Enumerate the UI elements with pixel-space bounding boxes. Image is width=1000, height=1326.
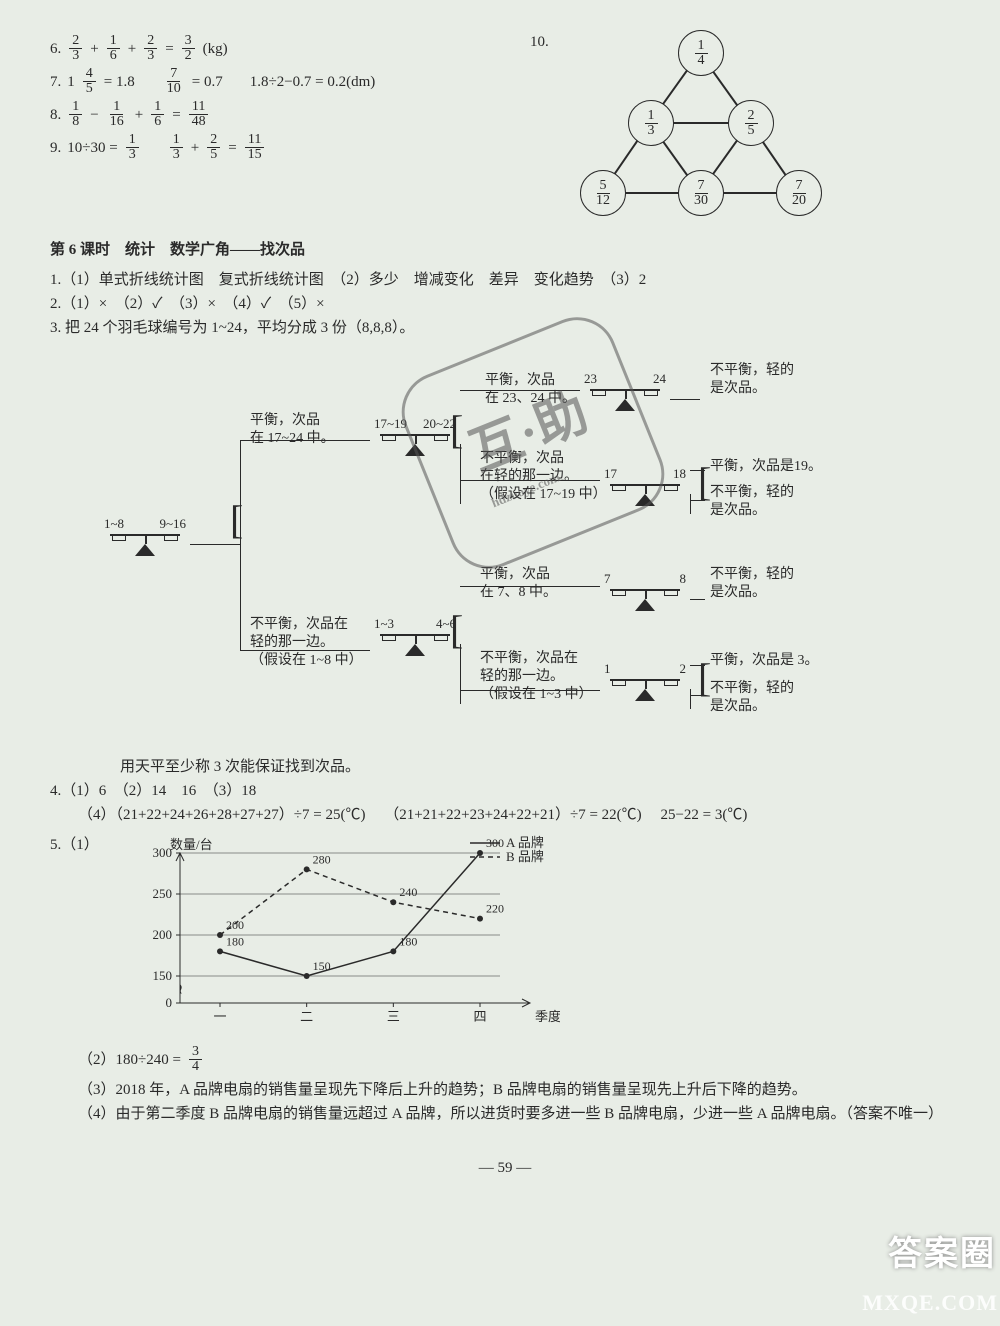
svg-text:280: 280 <box>313 852 331 866</box>
bracket-icon: [ <box>450 410 463 450</box>
flow-text: 不平衡，轻的是次品。 <box>710 680 794 716</box>
triangle-column: 10. 1413 25 512 730 720 <box>520 30 960 220</box>
balance-scale: 1~89~16 <box>110 530 180 556</box>
q5-p3: （3）2018 年，A 品牌电扇的销售量呈现先下降后上升的趋势；B 品牌电扇的销… <box>78 1078 960 1102</box>
flow-text: 平衡，次品是19。 <box>710 458 822 476</box>
bracket-icon: [ <box>698 658 711 698</box>
svg-text:四: 四 <box>473 1009 486 1024</box>
line-chart: 0150200250300≀数量/台一二三四季度1801501803002002… <box>120 833 560 1041</box>
tri-node-ml: 13 <box>628 100 674 146</box>
eq6-unit: (kg) <box>203 37 228 61</box>
bracket-icon: [ <box>450 610 463 650</box>
balance-scale: 1718 <box>610 480 680 506</box>
svg-text:季度: 季度 <box>535 1009 560 1024</box>
eq-6: 6. 23 + 16 + 23 = 32 (kg) <box>50 34 490 63</box>
flow-text: 不平衡，次品在轻的那一边。（假设在 17~19 中） <box>480 450 607 505</box>
flow-line <box>690 494 691 514</box>
svg-text:三: 三 <box>387 1009 400 1024</box>
balance-scale: 2324 <box>590 385 660 411</box>
svg-text:数量/台: 数量/台 <box>170 837 213 852</box>
svg-text:250: 250 <box>153 886 173 901</box>
flow-line <box>460 480 600 481</box>
tri-node-br: 720 <box>776 170 822 216</box>
flow-text: 平衡，次品在 17~24 中。 <box>250 412 335 448</box>
page-footer: — 59 — <box>50 1156 960 1180</box>
svg-text:A 品牌: A 品牌 <box>506 835 544 850</box>
tri-node-top: 14 <box>678 30 724 76</box>
bracket-icon: [ <box>698 462 711 502</box>
section6-q1: 1.（1）单式折线统计图 复式折线统计图 （2）多少 增减变化 差异 变化趋势 … <box>50 268 960 292</box>
flow-line <box>460 644 461 704</box>
balance-scale: 17~1920~22 <box>380 430 450 456</box>
flow-text: 不平衡，轻的是次品。 <box>710 566 794 602</box>
svg-text:180: 180 <box>226 934 244 948</box>
svg-text:≀: ≀ <box>178 983 183 998</box>
triangle-diagram: 1413 25 512 730 720 <box>580 30 820 220</box>
tri-node-mr: 25 <box>728 100 774 146</box>
tri-node-bm: 730 <box>678 170 724 216</box>
q4-line1: 4.（1）6 （2）14 16 （3）18 <box>50 779 960 803</box>
eq-8: 8. 18 − 116 + 16 = 1148 <box>50 100 490 129</box>
flow-line <box>460 690 600 691</box>
flow-line <box>240 650 370 651</box>
flow-text: 不平衡，次品在轻的那一边。（假设在 1~8 中） <box>250 616 363 671</box>
flow-line <box>670 399 700 400</box>
flow-line <box>460 444 461 504</box>
eq-7: 7. 1 45 = 1.8 710 = 0.7 1.8÷2−0.7 = 0.2(… <box>50 67 490 96</box>
q5-chart-block: 5.（1） 0150200250300≀数量/台一二三四季度1801501803… <box>50 833 960 1041</box>
q5-p4: （4）由于第二季度 B 品牌电扇的销售量远超过 A 品牌，所以进货时要多进一些 … <box>78 1102 960 1126</box>
equations-column: 6. 23 + 16 + 23 = 32 (kg) 7. 1 45 = 1.8 … <box>50 30 490 220</box>
chart-svg: 0150200250300≀数量/台一二三四季度1801501803002002… <box>120 833 560 1033</box>
section6-q3: 3. 把 24 个羽毛球编号为 1~24，平均分成 3 份（8,8,8）。 <box>50 316 960 340</box>
balance-scale: 1~34~6 <box>380 630 450 656</box>
flow-text: 不平衡，轻的是次品。 <box>710 484 794 520</box>
eq-9: 9. 10÷30 = 13 13 + 25 = 1115 <box>50 133 490 162</box>
svg-text:0: 0 <box>166 995 173 1010</box>
svg-text:B 品牌: B 品牌 <box>506 849 544 864</box>
flow-text: 不平衡，轻的是次品。 <box>710 362 794 398</box>
flow-text: 平衡，次品在 7、8 中。 <box>480 566 557 602</box>
flow-line <box>240 440 241 650</box>
flow-line <box>190 544 240 545</box>
eq6-prefix: 6. <box>50 37 61 61</box>
flow-text: 不平衡，次品在轻的那一边。（假设在 1~3 中） <box>480 650 593 705</box>
flowchart-defective: 1~89~16 17~1920~22 2324 1718 1~34~6 78 12 平衡，次品… <box>50 350 950 750</box>
svg-text:220: 220 <box>486 902 504 916</box>
svg-text:二: 二 <box>300 1009 313 1024</box>
q5-p2: （2）180÷240 = 34 <box>78 1045 960 1074</box>
q4-line2: （4）（21+22+24+26+28+27+27）÷7 = 25(℃) （21+… <box>78 803 960 827</box>
svg-text:150: 150 <box>153 968 173 983</box>
balance-scale: 12 <box>610 675 680 701</box>
svg-text:150: 150 <box>313 959 331 973</box>
svg-text:一: 一 <box>213 1009 226 1024</box>
svg-text:200: 200 <box>153 927 173 942</box>
flow-line <box>460 586 600 587</box>
q5-lead: 5.（1） <box>50 833 100 1041</box>
top-row: 6. 23 + 16 + 23 = 32 (kg) 7. 1 45 = 1.8 … <box>50 30 960 220</box>
section6-q2: 2.（1）× （2）✓ （3）× （4）✓ （5）× <box>50 292 960 316</box>
flow-line <box>690 689 691 709</box>
flow-line <box>240 440 370 441</box>
bracket-icon: [ <box>230 500 243 540</box>
svg-text:200: 200 <box>226 918 244 932</box>
balance-scale: 78 <box>610 585 680 611</box>
flow-text: 平衡，次品是 3。 <box>710 652 819 670</box>
flow-line <box>460 390 580 391</box>
tri-node-bl: 512 <box>580 170 626 216</box>
watermark-b: MXQE.COM <box>862 1285 998 1320</box>
svg-text:180: 180 <box>399 934 417 948</box>
watermark-a: 答案圈 <box>888 1228 996 1282</box>
q10-label: 10. <box>530 30 549 54</box>
page: 6. 23 + 16 + 23 = 32 (kg) 7. 1 45 = 1.8 … <box>0 0 1000 1326</box>
section6-title: 第 6 课时 统计 数学广角——找次品 <box>50 238 960 262</box>
flow-conclusion: 用天平至少称 3 次能保证找到次品。 <box>120 755 960 779</box>
svg-text:240: 240 <box>399 885 417 899</box>
flow-line <box>690 599 705 600</box>
